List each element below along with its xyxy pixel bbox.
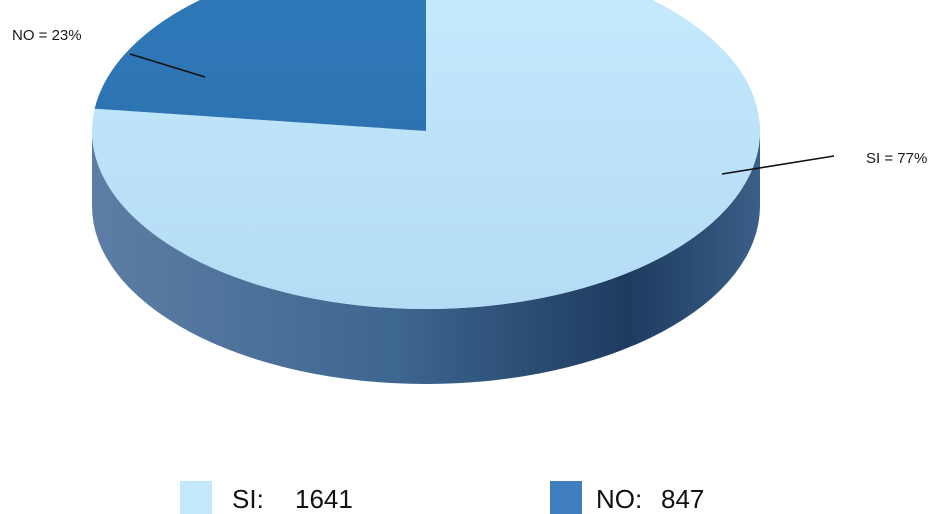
- legend-value-si: 1641: [295, 484, 353, 514]
- legend-swatch-si: [180, 481, 212, 514]
- callout-label-si: SI = 77%: [866, 150, 927, 167]
- callout-label-no: NO = 23%: [12, 27, 82, 44]
- pie-slice-no: [94, 0, 426, 131]
- pie-slice-si: [92, 0, 760, 309]
- callout-line-no: [129, 53, 206, 78]
- legend-swatch-no: [550, 481, 582, 514]
- pie-side-wall: [92, 131, 760, 384]
- legend: SI: 1641 NO: 847: [180, 481, 704, 514]
- legend-value-no: 847: [661, 484, 704, 514]
- callout-line-si: [721, 155, 835, 175]
- legend-label-si: SI:: [232, 484, 264, 514]
- legend-label-no: NO:: [596, 484, 642, 514]
